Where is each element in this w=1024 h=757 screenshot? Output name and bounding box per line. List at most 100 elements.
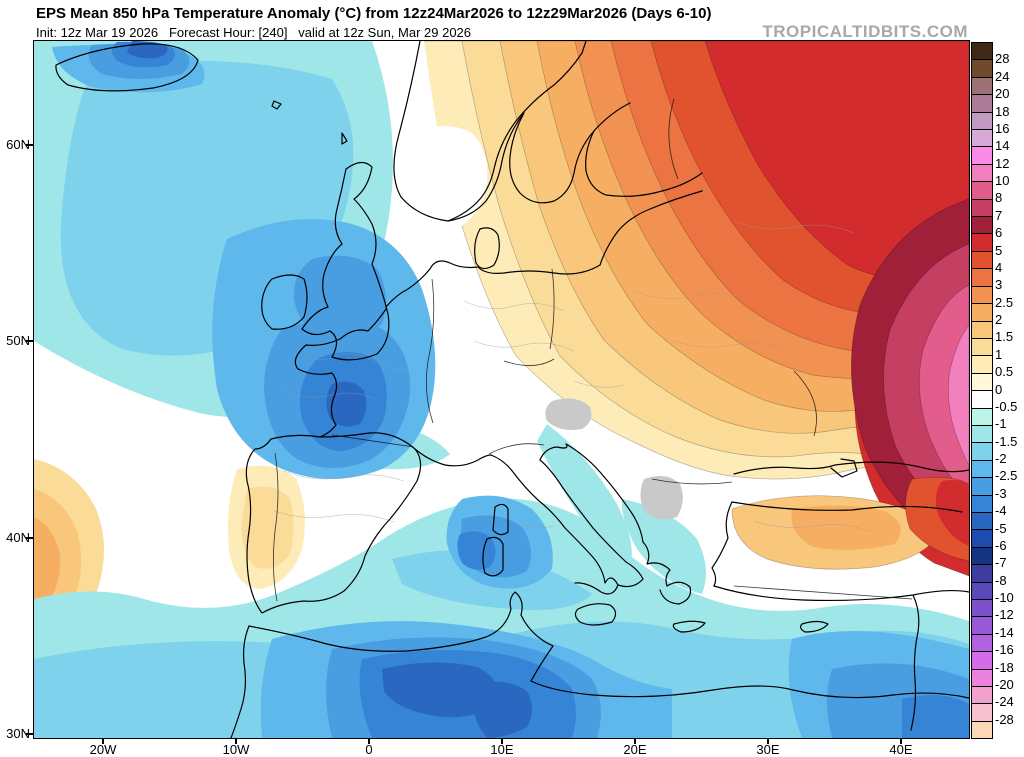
iceland-coast xyxy=(55,43,199,92)
colorbar-segment xyxy=(972,721,992,739)
colorbar-segment xyxy=(972,77,992,96)
lon-tick xyxy=(501,738,503,744)
lon-tick xyxy=(634,738,636,744)
turkey-north-coast xyxy=(731,501,963,513)
greece-coast xyxy=(642,541,692,605)
lon-tick-label: 30E xyxy=(756,742,780,757)
lon-tick-label: 40E xyxy=(889,742,913,757)
north-africa-coast xyxy=(248,591,969,699)
corsica-coast xyxy=(492,503,509,536)
colorbar-segment xyxy=(972,460,992,479)
colorbar-segment xyxy=(972,495,992,513)
crimea-coast xyxy=(830,458,858,478)
colorbar-tick-label: 1 xyxy=(995,346,1003,362)
colorbar-tick-label: 0 xyxy=(995,381,1003,397)
colorbar-tick-label: -10 xyxy=(995,590,1014,605)
turkey-west-coast xyxy=(711,501,733,587)
colorbar-tick-label: -2.5 xyxy=(995,468,1018,484)
colorbar-segment xyxy=(972,251,992,270)
lon-tick xyxy=(767,738,769,744)
colorbar-segment xyxy=(972,634,992,653)
colorbar-tick-label: 5 xyxy=(995,242,1003,258)
lon-tick-label: 10W xyxy=(222,742,250,757)
cool-anomaly-bands xyxy=(34,41,969,738)
colorbar-segment xyxy=(972,443,992,461)
colorbar-tick-label: -3 xyxy=(995,485,1007,501)
colorbar-segment xyxy=(972,356,992,374)
turkey-south-coast xyxy=(713,585,969,602)
colorbar-tick-label: 8 xyxy=(995,190,1003,206)
colorbar-segment xyxy=(972,547,992,566)
adriatic-east-coast xyxy=(565,443,644,543)
colorbar-tick-label: -8 xyxy=(995,572,1007,588)
colorbar-tick-label: -2 xyxy=(995,451,1007,466)
lon-tick-label: 20E xyxy=(623,742,647,757)
coastlines xyxy=(55,41,969,738)
lat-tick-label: 50N xyxy=(6,333,30,348)
crete-coast xyxy=(672,620,706,633)
colorbar-segment xyxy=(972,182,992,200)
lon-tick-label: 10E xyxy=(490,742,514,757)
colorbar-tick-label: 1.5 xyxy=(995,329,1014,345)
colorbar-segment xyxy=(972,512,992,531)
tropicaltidbits-watermark: TROPICALTIDBITS.COM xyxy=(762,22,968,41)
colorbar-segment xyxy=(972,95,992,113)
colorbar-tick-label: 12 xyxy=(995,155,1010,171)
colorbar-segment xyxy=(972,408,992,426)
lon-tick-label: 0 xyxy=(365,742,373,757)
colorbar-tick-label: -7 xyxy=(995,555,1007,571)
lat-tick xyxy=(26,733,33,735)
sardinia-coast xyxy=(482,536,504,577)
colorbar-tick-label: 10 xyxy=(995,173,1010,188)
colorbar-segment xyxy=(972,652,992,670)
great-britain-coast xyxy=(301,161,390,361)
colorbar-tick-label: -18 xyxy=(995,659,1014,675)
colorbar-segment xyxy=(972,217,992,235)
colorbar-tick-label: -5 xyxy=(995,520,1007,536)
map-title: EPS Mean 850 hPa Temperature Anomaly (°C… xyxy=(36,5,712,22)
colorbar-segment xyxy=(972,425,992,444)
colorbar-segment xyxy=(972,582,992,600)
lon-tick xyxy=(368,738,370,744)
france-med-coast xyxy=(414,448,492,467)
colorbar-segment xyxy=(972,199,992,218)
colorbar-tick-label: 7 xyxy=(995,207,1003,223)
stippled-regions xyxy=(545,398,683,520)
colorbar-segment xyxy=(972,617,992,635)
anomaly-map-svg xyxy=(34,41,969,738)
map-init-valid-line: Init: 12z Mar 19 2026 Forecast Hour: [24… xyxy=(36,25,472,40)
admin-boundaries xyxy=(273,220,870,532)
lat-tick xyxy=(26,340,33,342)
colorbar-segment xyxy=(972,234,992,252)
colorbar-tick-label: 6 xyxy=(995,225,1003,241)
colorbar-tick-label: 4 xyxy=(995,259,1003,275)
colorbar-tick-label: 14 xyxy=(995,138,1010,154)
colorbar-tick-label: -12 xyxy=(995,607,1014,623)
colorbar-segment xyxy=(972,530,992,548)
colorbar-segment xyxy=(972,600,992,618)
colorbar-tick-label: -16 xyxy=(995,642,1014,658)
colorbar-segment xyxy=(972,478,992,496)
colorbar-segment xyxy=(972,269,992,287)
france-west-coast xyxy=(294,308,387,438)
colorbar-tick-label: 2.5 xyxy=(995,294,1014,310)
baltic-east-coast xyxy=(599,190,703,266)
colorbar-tick-label: -6 xyxy=(995,537,1007,553)
country-borders xyxy=(273,98,913,602)
colorbar xyxy=(971,42,993,739)
colorbar-segment xyxy=(972,147,992,165)
morocco-atlantic-coast xyxy=(230,625,250,738)
lat-tick-label: 60N xyxy=(6,137,30,152)
sweden-baltic-coast xyxy=(447,102,631,222)
colorbar-tick-label: -28 xyxy=(995,711,1014,727)
colorbar-segment xyxy=(972,43,992,61)
anomaly-map[interactable] xyxy=(33,40,970,739)
colorbar-segment xyxy=(972,373,992,392)
colorbar-tick-label: -0.5 xyxy=(995,398,1018,414)
colorbar-tick-label: -1.5 xyxy=(995,433,1018,449)
colorbar-segment xyxy=(972,60,992,78)
colorbar-tick-label: 2 xyxy=(995,312,1003,327)
colorbar-segment xyxy=(972,112,992,131)
black-sea-north-coast xyxy=(733,461,969,475)
colorbar-tick-label: 18 xyxy=(995,103,1010,119)
